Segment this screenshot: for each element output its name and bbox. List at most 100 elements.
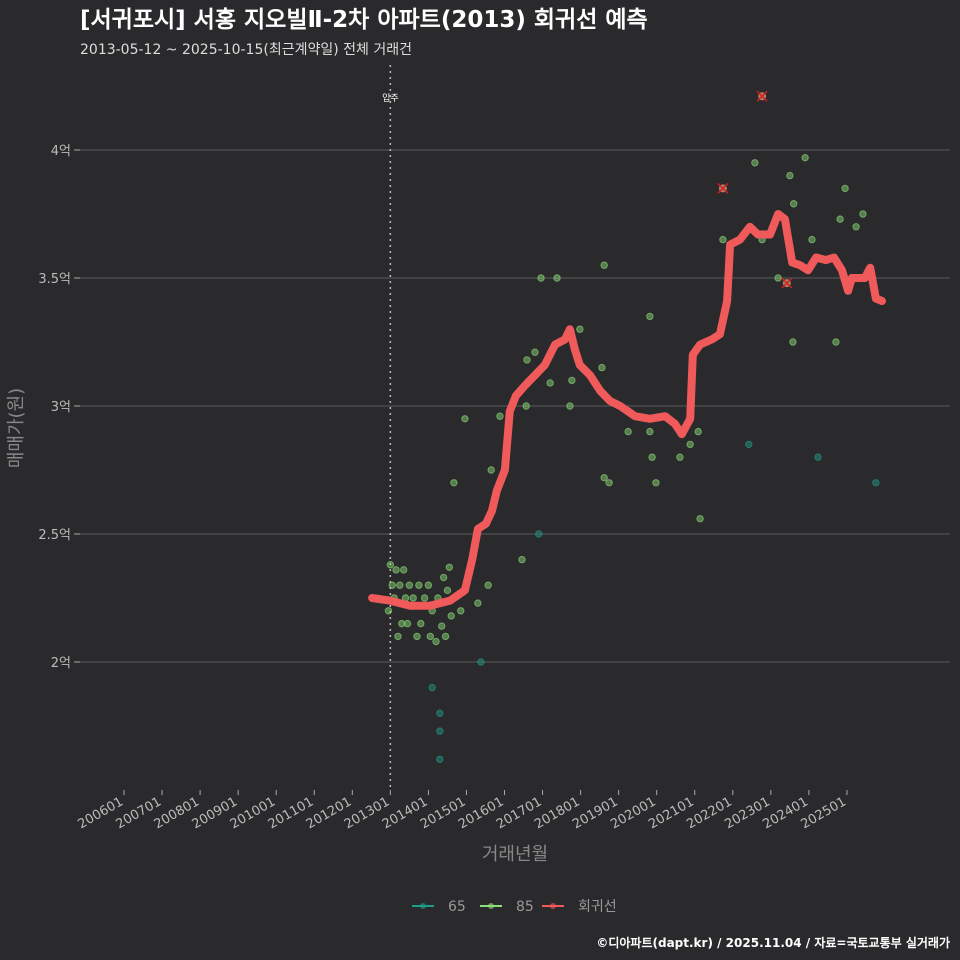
y-tick-label: 3억	[51, 400, 71, 415]
y-axis: 2억 2.5억 3억 3.5억 4억	[38, 144, 80, 671]
data-point-85	[694, 427, 702, 436]
data-point-85	[553, 274, 561, 282]
data-point-85	[420, 594, 429, 602]
data-point-85	[696, 514, 704, 523]
data-point-85	[576, 325, 584, 333]
data-point-85	[392, 566, 400, 574]
data-point-65	[872, 479, 880, 487]
y-axis-label: 매매가(원)	[6, 388, 27, 468]
data-point-85	[426, 632, 435, 641]
y-tick-label: 3.5억	[38, 272, 71, 287]
outlier-x-icon	[717, 182, 729, 194]
data-point-85	[447, 612, 455, 620]
data-point-85	[396, 581, 404, 589]
data-point-85	[432, 637, 440, 646]
data-point-85	[652, 479, 660, 487]
y-tick-label: 2억	[51, 656, 71, 671]
data-point-85	[676, 453, 684, 461]
data-point-85	[789, 338, 797, 346]
data-point-85	[450, 479, 458, 487]
data-point-85	[403, 619, 412, 628]
data-point-85	[537, 274, 545, 282]
legend: 65 85 회귀선	[412, 899, 617, 915]
data-point-65	[436, 709, 444, 717]
data-point-85	[841, 184, 849, 193]
data-point-85	[398, 619, 406, 628]
legend-swatch-dot	[550, 903, 556, 909]
outlier-x-icon	[756, 90, 768, 102]
data-point-65	[814, 453, 822, 461]
data-point-85	[648, 453, 656, 461]
data-point-65	[477, 658, 485, 666]
legend-label: 회귀선	[578, 899, 617, 915]
data-point-85	[624, 427, 632, 436]
data-point-85	[568, 376, 576, 385]
data-point-85	[801, 153, 809, 162]
regression-line-path	[368, 210, 886, 610]
data-point-65	[745, 440, 753, 449]
data-point-85	[751, 159, 759, 167]
data-point-85	[441, 632, 450, 641]
data-point-85	[384, 607, 393, 615]
data-point-85	[600, 473, 608, 482]
move-in-label: 입주	[382, 92, 399, 104]
data-point-85	[774, 274, 782, 282]
data-point-85	[461, 415, 469, 423]
data-point-85	[409, 594, 417, 602]
scatter-points	[384, 153, 880, 763]
data-point-65	[436, 755, 444, 763]
data-point-85	[719, 235, 727, 244]
data-point-85	[646, 427, 654, 436]
outlier-marker	[756, 90, 768, 102]
data-point-85	[836, 215, 844, 223]
data-point-85	[438, 622, 446, 630]
outlier-marker	[717, 182, 729, 194]
legend-label: 85	[516, 899, 534, 915]
legend-label: 65	[448, 899, 466, 915]
data-point-85	[388, 581, 396, 589]
data-point-65	[428, 683, 436, 692]
data-point-85	[405, 581, 414, 589]
data-point-85	[522, 402, 530, 410]
legend-swatch-dot	[420, 903, 426, 909]
y-tick-label: 4억	[51, 144, 71, 159]
data-point-85	[789, 200, 798, 208]
data-point-85	[808, 235, 816, 244]
data-point-85	[598, 363, 606, 372]
data-point-85	[566, 402, 574, 410]
data-point-85	[523, 356, 531, 364]
data-point-85	[424, 581, 433, 589]
data-point-85	[686, 440, 694, 449]
data-point-65	[535, 530, 543, 538]
data-point-85	[439, 573, 448, 582]
outlier-markers	[717, 90, 793, 289]
data-point-85	[832, 338, 840, 346]
outlier-x-icon	[781, 277, 793, 289]
outlier-marker	[781, 277, 793, 289]
data-point-85	[859, 210, 867, 218]
x-axis-label: 거래년월	[482, 844, 548, 865]
chart-subtitle: 2013-05-12 ~ 2025-10-15(최근계약일) 전체 거래건	[80, 42, 412, 58]
data-point-85	[484, 581, 492, 589]
data-point-85	[531, 348, 539, 356]
data-point-85	[415, 581, 423, 589]
chart-title: [서귀포시] 서홍 지오빌Ⅱ-2차 아파트(2013) 회귀선 예측	[80, 7, 648, 33]
regression-line	[368, 210, 886, 610]
data-point-85	[474, 599, 482, 607]
data-point-85	[445, 563, 454, 571]
data-point-65	[436, 727, 444, 735]
data-point-85	[417, 619, 425, 628]
data-point-85	[646, 312, 654, 321]
data-point-85	[457, 607, 465, 615]
legend-swatch-dot	[488, 903, 494, 909]
data-point-85	[600, 261, 608, 269]
data-point-85	[386, 561, 395, 569]
data-point-85	[443, 586, 452, 595]
data-point-85	[394, 632, 402, 641]
move-in-annotation: 입주	[382, 65, 399, 790]
data-point-85	[487, 466, 495, 474]
data-point-85	[605, 479, 613, 487]
data-point-85	[496, 412, 504, 420]
data-point-85	[413, 632, 421, 641]
